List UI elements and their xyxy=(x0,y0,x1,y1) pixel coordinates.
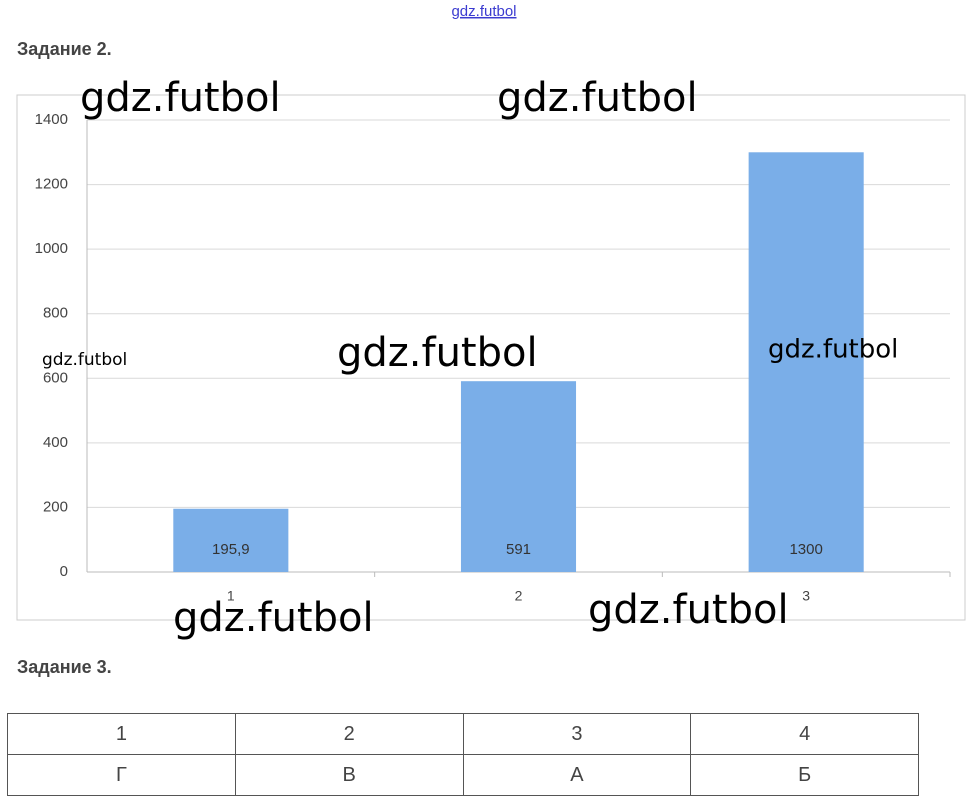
watermark: gdz.futbol xyxy=(337,330,538,376)
heading: Задание 3. xyxy=(17,657,112,677)
value-label: 195,9 xyxy=(212,541,250,558)
watermark: gdz.futbol xyxy=(588,587,789,633)
bar xyxy=(173,508,289,572)
cell: А xyxy=(462,754,692,796)
y-tick-label: 1000 xyxy=(35,240,68,257)
y-tick-label: 1200 xyxy=(35,176,68,193)
cell: 2 xyxy=(234,713,464,755)
bar xyxy=(748,152,864,573)
x-tick-label: 3 xyxy=(802,588,810,604)
heading: Задание 2. xyxy=(17,39,112,59)
cell: Б xyxy=(690,754,919,796)
watermark: gdz.futbol xyxy=(173,595,374,641)
watermark: gdz.futbol xyxy=(42,350,127,370)
cell: 3 xyxy=(462,713,692,755)
cell: 4 xyxy=(690,713,919,755)
y-tick-label: 800 xyxy=(43,305,68,322)
x-tick-label: 2 xyxy=(515,588,523,604)
y-tick-label: 600 xyxy=(43,369,68,386)
y-tick-label: 1400 xyxy=(35,111,68,128)
cell: Г xyxy=(7,754,236,796)
bar xyxy=(460,381,577,572)
top-watermark: gdz.futbol xyxy=(451,3,516,20)
watermark: gdz.futbol xyxy=(768,335,898,365)
value-label: 591 xyxy=(506,541,531,558)
value-label: 1300 xyxy=(789,541,822,558)
y-tick-label: 400 xyxy=(43,434,68,451)
chart-area: gdz.futbol Задание 2. Задание 3. 0 200 400… xyxy=(16,3,966,677)
y-tick-label: 0 xyxy=(60,563,68,580)
watermark: gdz.futbol xyxy=(80,75,281,121)
cell: В xyxy=(234,754,464,796)
y-tick-label: 200 xyxy=(43,498,68,515)
watermark: gdz.futbol xyxy=(497,75,698,121)
chart-border xyxy=(16,94,966,621)
cell: 1 xyxy=(7,713,236,755)
x-tick-label: 1 xyxy=(227,588,235,604)
